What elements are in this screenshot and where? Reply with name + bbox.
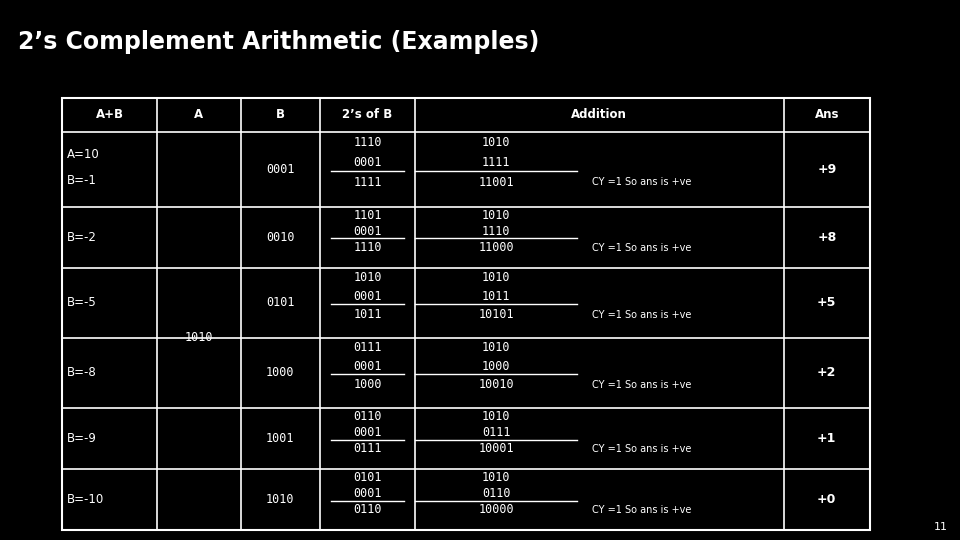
Text: 0110: 0110 [353, 503, 382, 516]
Text: Addition: Addition [571, 109, 627, 122]
Text: B: B [276, 109, 285, 122]
Text: 1010: 1010 [184, 331, 213, 344]
Text: 1001: 1001 [266, 432, 295, 445]
Text: 11: 11 [934, 522, 948, 532]
Text: 1110: 1110 [353, 136, 382, 149]
Text: 10010: 10010 [478, 379, 514, 392]
Text: 0110: 0110 [482, 487, 511, 501]
Text: 1011: 1011 [482, 290, 511, 303]
Text: 1011: 1011 [353, 308, 382, 321]
Text: CY =1 So ans is +ve: CY =1 So ans is +ve [592, 177, 691, 187]
Text: CY =1 So ans is +ve: CY =1 So ans is +ve [592, 505, 691, 515]
Text: B=-1: B=-1 [67, 174, 97, 187]
Text: A+B: A+B [96, 109, 124, 122]
Text: 1110: 1110 [482, 225, 511, 238]
Bar [62, 98, 870, 530]
Text: Ans: Ans [814, 109, 839, 122]
Text: 1010: 1010 [353, 271, 382, 284]
Text: 0001: 0001 [353, 487, 382, 501]
Text: B=-10: B=-10 [67, 493, 105, 506]
Text: B=-5: B=-5 [67, 296, 97, 309]
Text: 11000: 11000 [478, 241, 514, 254]
Text: 1000: 1000 [482, 360, 511, 373]
Text: 0110: 0110 [353, 410, 382, 423]
Text: 0001: 0001 [353, 290, 382, 303]
Text: +9: +9 [817, 163, 836, 176]
Text: CY =1 So ans is +ve: CY =1 So ans is +ve [592, 444, 691, 454]
Text: A: A [194, 109, 204, 122]
Text: 0111: 0111 [482, 426, 511, 439]
Text: 0001: 0001 [266, 163, 295, 176]
Text: B=-9: B=-9 [67, 432, 97, 445]
Text: 1010: 1010 [482, 410, 511, 423]
Text: CY =1 So ans is +ve: CY =1 So ans is +ve [592, 309, 691, 320]
Text: 1010: 1010 [482, 471, 511, 484]
Text: 1010: 1010 [482, 271, 511, 284]
Text: 1010: 1010 [266, 493, 295, 506]
Text: 1111: 1111 [482, 156, 511, 169]
Text: 0001: 0001 [353, 156, 382, 169]
Text: 0101: 0101 [353, 471, 382, 484]
Text: 1010: 1010 [482, 341, 511, 354]
Text: 1000: 1000 [266, 366, 295, 379]
Text: A=10: A=10 [67, 148, 100, 161]
Text: 10000: 10000 [478, 503, 514, 516]
Text: 0001: 0001 [353, 426, 382, 439]
Text: 0111: 0111 [353, 341, 382, 354]
Text: +5: +5 [817, 296, 836, 309]
Text: 0010: 0010 [266, 231, 295, 244]
Text: +0: +0 [817, 493, 836, 506]
Text: 10001: 10001 [478, 442, 514, 455]
Text: 1000: 1000 [353, 379, 382, 392]
Text: +8: +8 [817, 231, 836, 244]
Text: 2’s Complement Arithmetic (Examples): 2’s Complement Arithmetic (Examples) [18, 30, 540, 54]
Text: +1: +1 [817, 432, 836, 445]
Text: 1111: 1111 [353, 176, 382, 188]
Text: 10101: 10101 [478, 308, 514, 321]
Text: CY =1 So ans is +ve: CY =1 So ans is +ve [592, 242, 691, 253]
Text: 0111: 0111 [353, 442, 382, 455]
Text: 0001: 0001 [353, 225, 382, 238]
Text: B=-8: B=-8 [67, 366, 97, 379]
Text: 2’s of B: 2’s of B [343, 109, 393, 122]
Text: 11001: 11001 [478, 176, 514, 188]
Text: 0101: 0101 [266, 296, 295, 309]
Text: 0001: 0001 [353, 360, 382, 373]
Text: CY =1 So ans is +ve: CY =1 So ans is +ve [592, 380, 691, 390]
Text: B=-2: B=-2 [67, 231, 97, 244]
Text: 1010: 1010 [482, 209, 511, 222]
Text: 1110: 1110 [353, 241, 382, 254]
Text: +2: +2 [817, 366, 836, 379]
Text: 1010: 1010 [482, 136, 511, 149]
Text: 1101: 1101 [353, 209, 382, 222]
